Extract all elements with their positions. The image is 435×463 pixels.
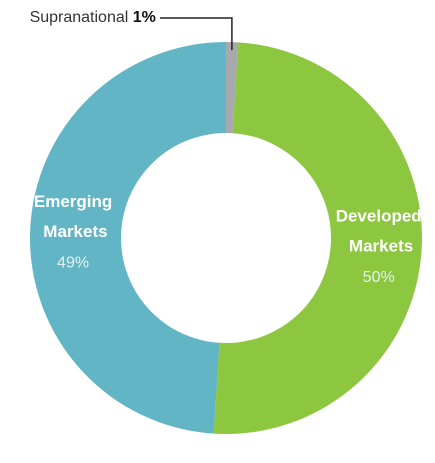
donut-slice	[226, 42, 239, 134]
category-label: Emerging Markets	[34, 193, 112, 242]
donut-slice	[213, 42, 422, 435]
category-label: Developed Markets	[336, 207, 422, 256]
value-label: 50%	[363, 269, 395, 286]
leader-line	[159, 17, 233, 51]
slice-label: Supranational 1%	[30, 9, 156, 26]
value-label: 1%	[133, 9, 156, 26]
value-label: 49%	[57, 254, 89, 271]
category-label: Supranational	[30, 9, 129, 26]
donut-slice	[30, 42, 227, 434]
